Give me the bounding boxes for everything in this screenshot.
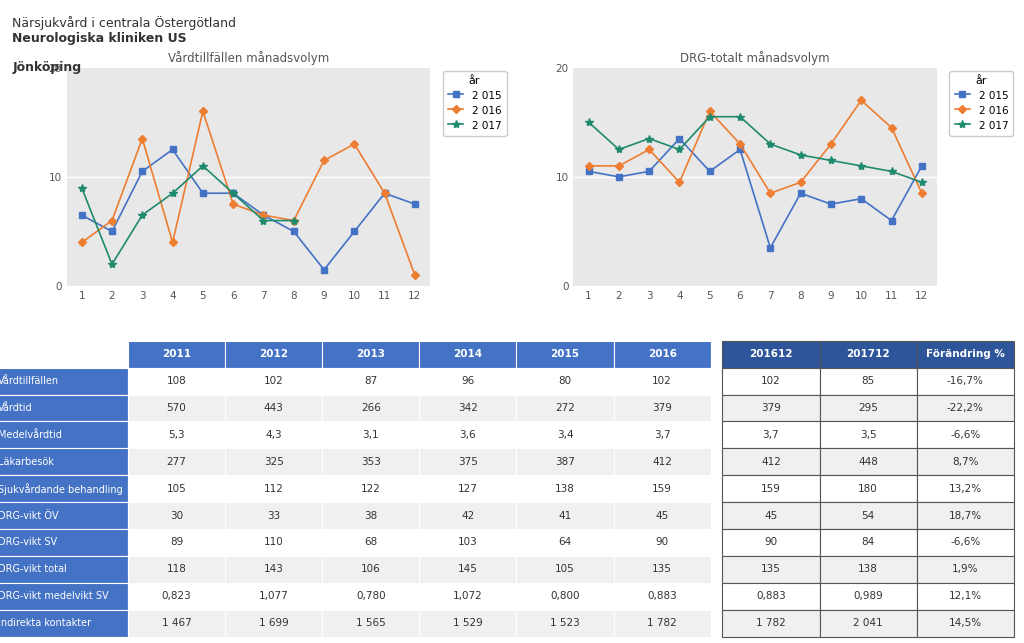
- Text: Närsjukvård i centrala Östergötland: Närsjukvård i centrala Östergötland: [12, 16, 237, 30]
- Title: DRG-totalt månadsvolym: DRG-totalt månadsvolym: [680, 51, 830, 65]
- Legend: 2 015, 2 016, 2 017: 2 015, 2 016, 2 017: [442, 71, 507, 136]
- Legend: 2 015, 2 016, 2 017: 2 015, 2 016, 2 017: [949, 71, 1014, 136]
- Text: Jönköping: Jönköping: [12, 61, 82, 74]
- Text: Neurologiska kliniken US: Neurologiska kliniken US: [12, 32, 187, 45]
- Title: Vårdtillfällen månadsvolym: Vårdtillfällen månadsvolym: [168, 51, 329, 65]
